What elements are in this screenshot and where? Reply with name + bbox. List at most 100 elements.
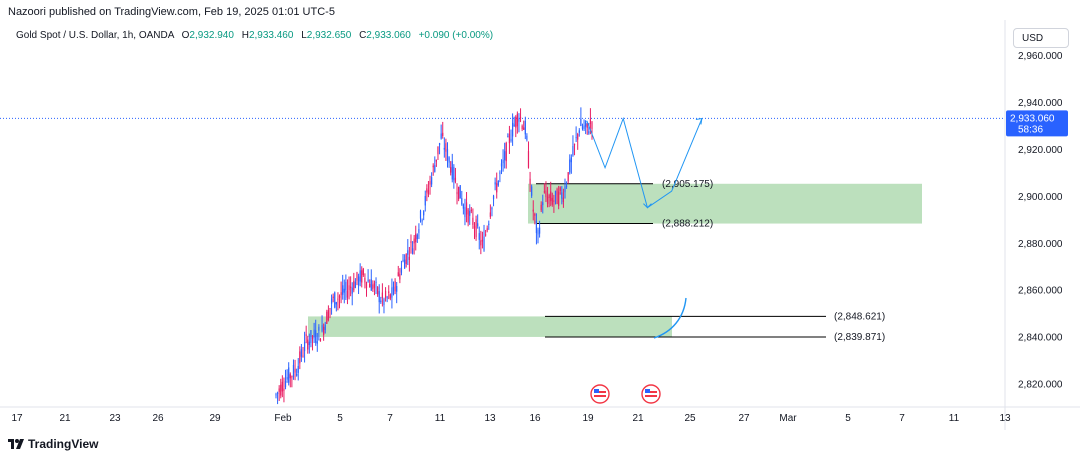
candle-body bbox=[500, 163, 503, 167]
candle-body bbox=[519, 117, 522, 119]
zone-lower-bottom-label: (2,839.871) bbox=[834, 332, 885, 343]
candle-body bbox=[365, 282, 368, 289]
x-tick-label: 25 bbox=[684, 413, 696, 424]
candle-body bbox=[465, 202, 468, 215]
symbol-title: Gold Spot / U.S. Dollar, 1h, OANDA bbox=[16, 30, 174, 41]
candle-body bbox=[327, 310, 330, 321]
candle-body bbox=[496, 183, 498, 193]
candle-body bbox=[458, 186, 460, 200]
candle-body bbox=[502, 159, 504, 164]
candle-body bbox=[377, 287, 379, 295]
candle-body bbox=[450, 167, 452, 173]
candle-body bbox=[340, 292, 342, 296]
candle-body bbox=[308, 341, 310, 345]
candle-body bbox=[424, 195, 426, 206]
y-tick-label: 2,840.000 bbox=[1018, 333, 1063, 344]
demand-zone-lower bbox=[308, 316, 672, 337]
candle-body bbox=[492, 195, 495, 200]
candle-body bbox=[384, 291, 387, 298]
candle-body bbox=[419, 210, 422, 219]
economic-event-us-flag-icon bbox=[590, 384, 610, 404]
candle-body bbox=[445, 143, 447, 152]
tradingview-brand: TradingView bbox=[28, 437, 99, 451]
x-tick-label: 19 bbox=[582, 413, 594, 424]
candle-body bbox=[348, 285, 350, 291]
candle-body bbox=[542, 202, 544, 206]
candle-body bbox=[516, 113, 518, 127]
candle-body bbox=[562, 197, 565, 203]
candle-body bbox=[488, 223, 490, 225]
candle-body bbox=[469, 211, 471, 216]
y-tick-label: 2,880.000 bbox=[1018, 239, 1063, 250]
candle-body bbox=[583, 125, 585, 129]
candle-body bbox=[319, 339, 322, 342]
candle-body bbox=[580, 118, 582, 127]
candle-body bbox=[491, 207, 493, 210]
currency-button[interactable]: USD bbox=[1013, 28, 1069, 48]
x-tick-label: 13 bbox=[999, 413, 1011, 424]
flag-stripe bbox=[645, 391, 657, 393]
candle-body bbox=[532, 209, 534, 212]
candle-body bbox=[462, 204, 464, 209]
candle-body bbox=[305, 334, 307, 336]
candle-body bbox=[399, 273, 401, 280]
economic-event-us-flag-icon bbox=[641, 384, 661, 404]
candle-body bbox=[473, 225, 476, 229]
candle-body bbox=[342, 285, 344, 295]
candle-body bbox=[296, 373, 298, 376]
candle-body bbox=[454, 177, 457, 183]
candle-body bbox=[437, 146, 439, 155]
candle-body bbox=[386, 297, 388, 299]
candle-body bbox=[570, 157, 572, 163]
candle-body bbox=[448, 157, 450, 163]
candle-body bbox=[415, 233, 417, 243]
candle-body bbox=[521, 125, 523, 129]
candle-body bbox=[543, 191, 545, 193]
candle-body bbox=[286, 377, 288, 380]
x-tick-label: 17 bbox=[11, 413, 23, 424]
candle-body bbox=[389, 294, 391, 299]
candle-body bbox=[508, 133, 511, 144]
candle-body bbox=[443, 147, 445, 150]
x-tick-label: 11 bbox=[435, 413, 446, 424]
candle-body bbox=[315, 330, 317, 343]
candle-body bbox=[413, 238, 415, 244]
candle-body bbox=[283, 388, 285, 391]
candle-body bbox=[380, 300, 382, 303]
candle-body bbox=[589, 119, 592, 124]
candle-body bbox=[588, 131, 590, 134]
candle-body bbox=[585, 121, 587, 127]
projection-curve bbox=[653, 297, 687, 339]
candle-body bbox=[438, 143, 441, 146]
candle-body bbox=[276, 392, 279, 394]
candle-body bbox=[323, 326, 325, 336]
candle-body bbox=[564, 186, 566, 193]
candle-body bbox=[481, 239, 484, 242]
candle-body bbox=[291, 376, 293, 378]
candle-body bbox=[477, 223, 479, 227]
ohlc-open-value: 2,932.940 bbox=[189, 30, 234, 41]
candle-body bbox=[369, 283, 371, 288]
candle-body bbox=[357, 276, 360, 286]
candle-body bbox=[461, 198, 463, 205]
candle-body bbox=[404, 259, 406, 269]
candle-body bbox=[483, 236, 485, 251]
candle-body bbox=[405, 254, 407, 264]
candle-body bbox=[280, 384, 282, 396]
candle-body bbox=[334, 292, 336, 308]
current-price-countdown: 58:36 bbox=[1018, 124, 1043, 135]
candle-body bbox=[529, 178, 531, 185]
candle-body bbox=[559, 187, 561, 191]
x-tick-label: 29 bbox=[209, 413, 221, 424]
candle-body bbox=[356, 272, 358, 281]
candle-body bbox=[278, 388, 280, 392]
candle-body bbox=[294, 368, 296, 373]
candle-body bbox=[288, 367, 290, 383]
ohlc-low-value: 2,932.650 bbox=[306, 30, 352, 41]
candle-body bbox=[350, 286, 352, 288]
symbol-legend: Gold Spot / U.S. Dollar, 1h, OANDA O2,93… bbox=[16, 30, 493, 41]
candle-body bbox=[467, 209, 469, 223]
candle-body bbox=[397, 272, 399, 277]
candle-body bbox=[284, 380, 287, 388]
